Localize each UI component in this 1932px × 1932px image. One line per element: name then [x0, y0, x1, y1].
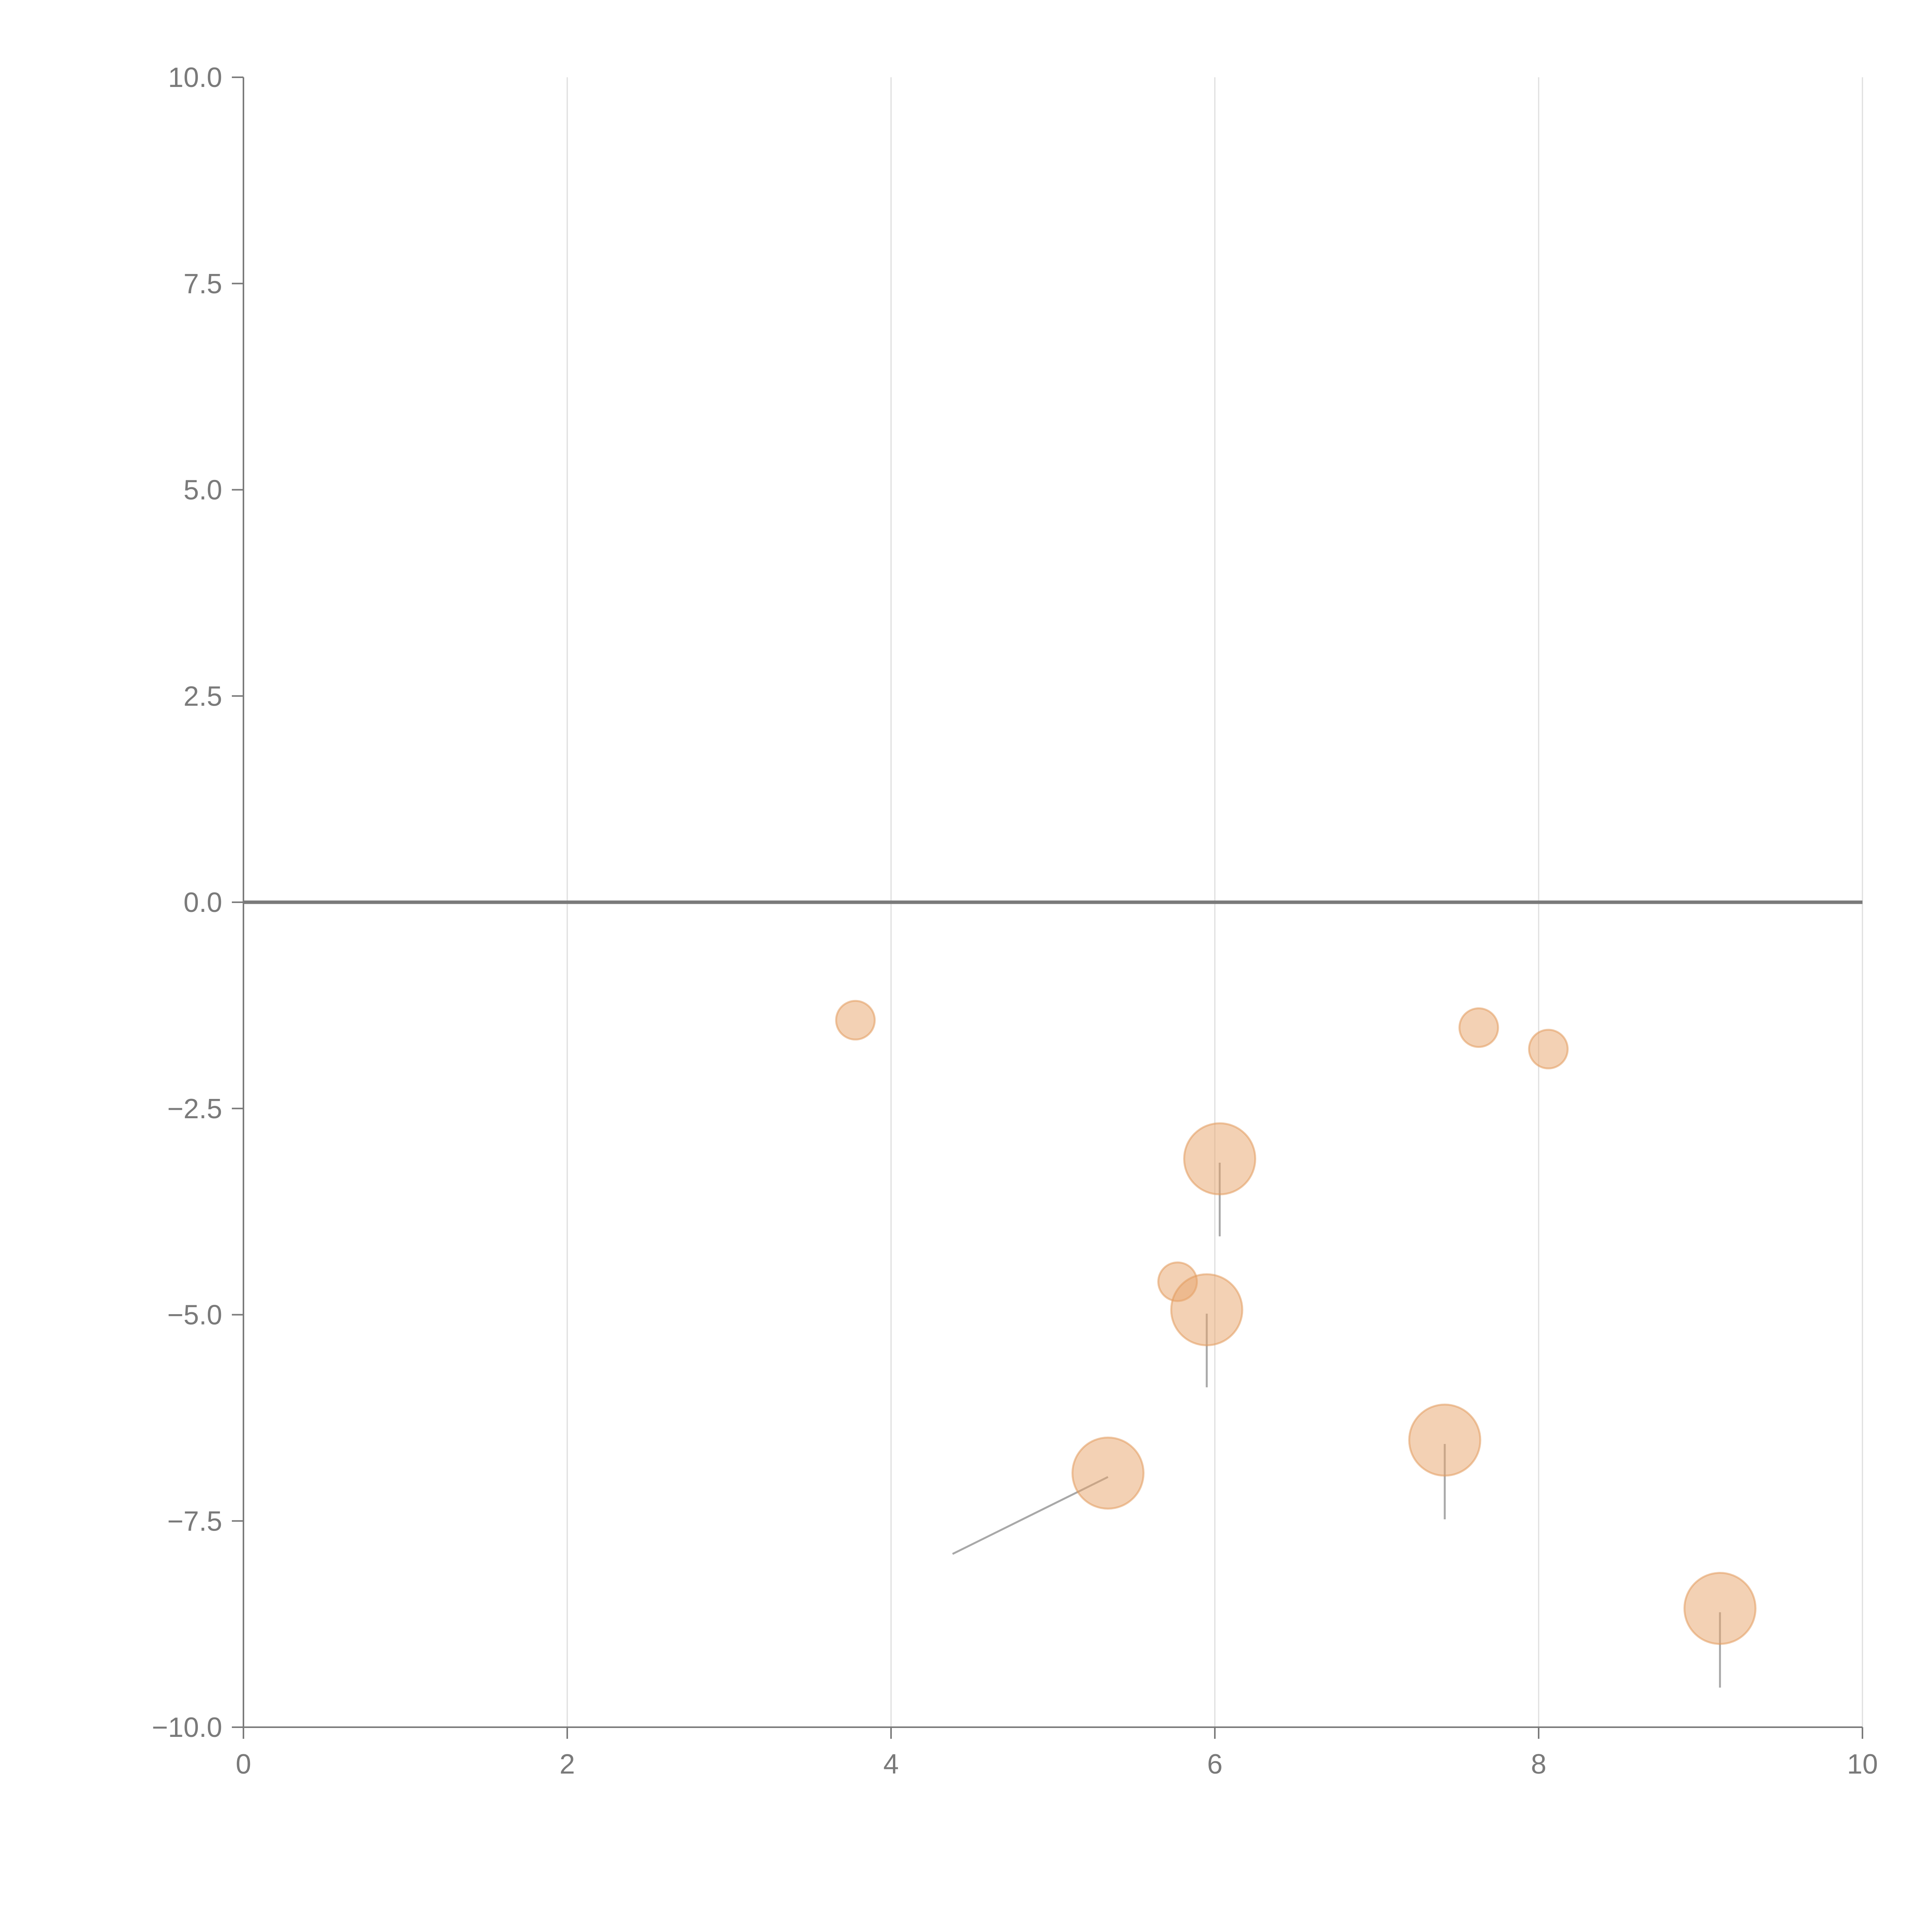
bubble-point	[835, 1000, 876, 1041]
y-tick-label: 10.0	[168, 62, 222, 93]
x-tick-label: 2	[560, 1749, 575, 1780]
bubble-point	[1183, 1122, 1257, 1196]
leader-lines	[952, 1162, 1721, 1688]
y-tick-label: 0.0	[184, 887, 222, 918]
bubble-point	[1408, 1403, 1481, 1477]
bubbles	[835, 1000, 1757, 1645]
bubble-point	[1683, 1572, 1757, 1645]
x-tick-label: 4	[883, 1749, 899, 1780]
bubble-point	[1528, 1029, 1569, 1070]
y-tick-label: 5.0	[184, 475, 222, 506]
y-tick-label: 7.5	[184, 269, 222, 299]
x-tick-label: 6	[1207, 1749, 1223, 1780]
tick-labels: 0 2 4 6 8 10 10.0 7.5 5.0 2.5 0.0 −2.5 −5.0 −7.5 −10.0	[152, 62, 1878, 1780]
axes	[232, 77, 1863, 1739]
x-tick-label: 8	[1531, 1749, 1546, 1780]
y-tick-label: −2.5	[167, 1094, 222, 1124]
x-tick-label: 0	[236, 1749, 251, 1780]
bubble-point	[1071, 1436, 1145, 1510]
y-tick-label: 2.5	[184, 681, 222, 712]
bubble-point	[1458, 1007, 1499, 1048]
x-tick-label: 10	[1847, 1749, 1878, 1780]
y-tick-label: −10.0	[152, 1712, 222, 1743]
bubble-point	[1170, 1273, 1243, 1347]
y-tick-label: −7.5	[167, 1506, 222, 1537]
y-tick-label: −5.0	[167, 1300, 222, 1331]
